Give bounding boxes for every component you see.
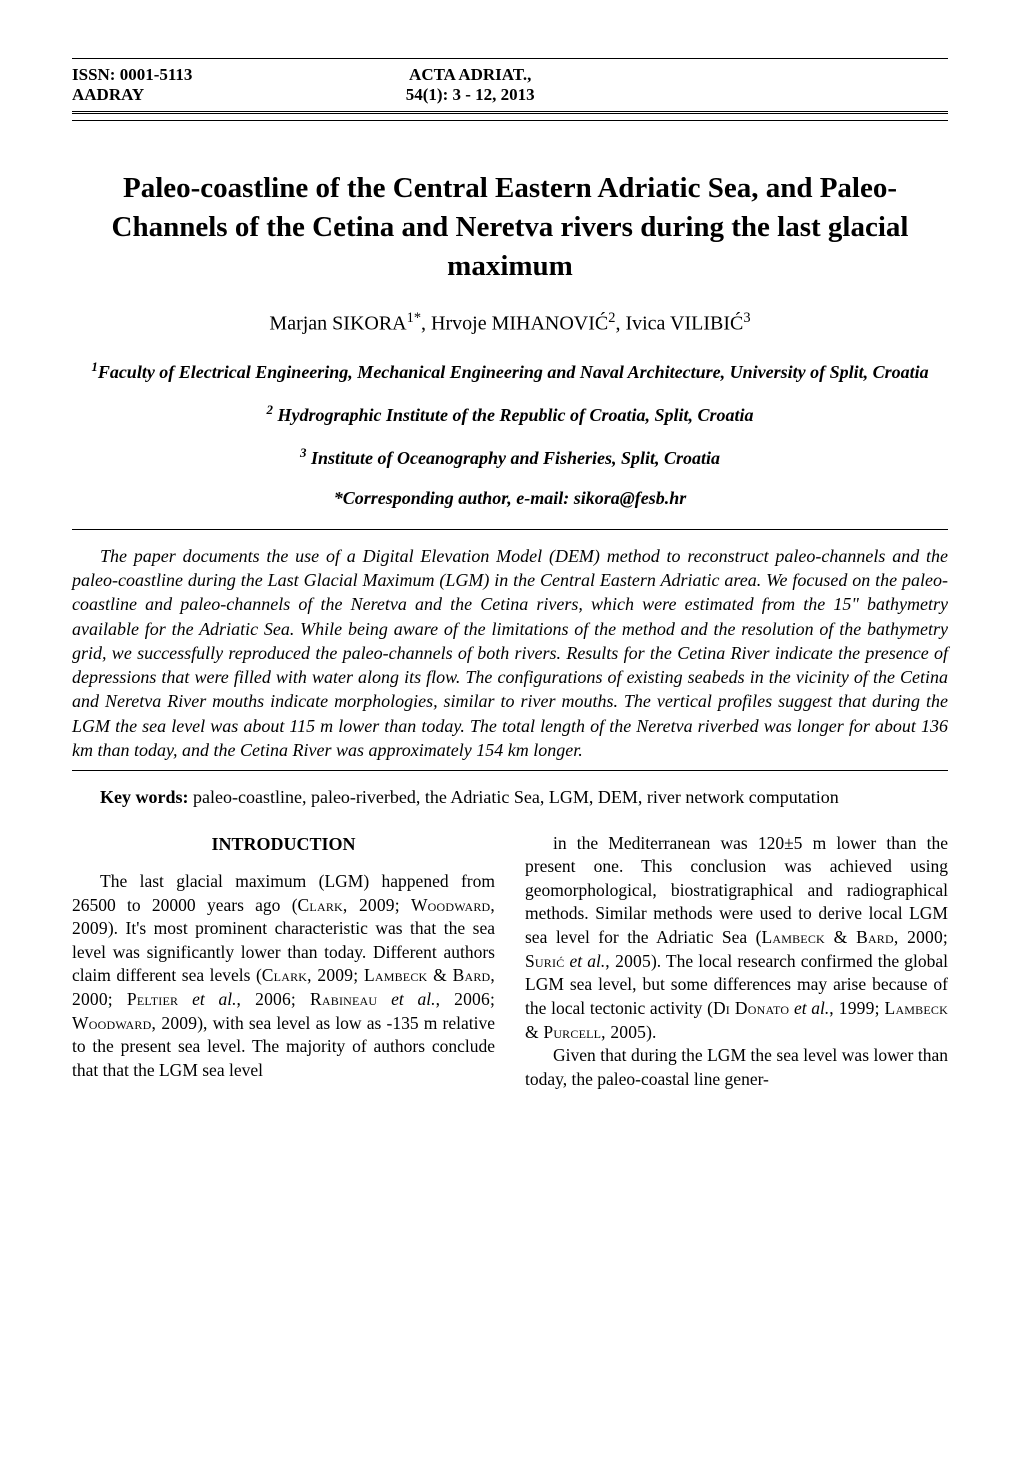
- abstract-bottom-rule: [72, 770, 948, 771]
- issn-label: ISSN: 0001-5113: [72, 65, 192, 85]
- journal-name: ACTA ADRIAT.,: [192, 65, 748, 85]
- header-center: ACTA ADRIAT., 54(1): 3 - 12, 2013: [192, 65, 748, 105]
- body-columns: INTRODUCTION The last glacial maximum (L…: [72, 832, 948, 1092]
- intro-paragraph-2: Given that during the LGM the sea level …: [525, 1044, 948, 1091]
- column-left: INTRODUCTION The last glacial maximum (L…: [72, 832, 495, 1092]
- aadray-label: AADRAY: [72, 85, 192, 105]
- corresponding-author: *Corresponding author, e-mail: sikora@fe…: [72, 488, 948, 509]
- header-left: ISSN: 0001-5113 AADRAY: [72, 65, 192, 105]
- introduction-heading: INTRODUCTION: [72, 832, 495, 856]
- affil-text-3: Institute of Oceanography and Fisheries,…: [306, 448, 720, 468]
- volume-issue: 54(1): 3 - 12, 2013: [192, 85, 748, 105]
- article-title: Paleo-coastline of the Central Eastern A…: [72, 169, 948, 286]
- affil-text-1: Faculty of Electrical Engineering, Mecha…: [98, 362, 929, 382]
- affiliation-3: 3 Institute of Oceanography and Fisherie…: [72, 444, 948, 471]
- keywords-text: paleo-coastline, paleo-riverbed, the Adr…: [189, 787, 839, 807]
- affiliation-2: 2 Hydrographic Institute of the Republic…: [72, 401, 948, 428]
- authors: Marjan SIKORA1*, Hrvoje MIHANOVIĆ2, Ivic…: [72, 310, 948, 336]
- journal-header: ISSN: 0001-5113 AADRAY ACTA ADRIAT., 54(…: [72, 58, 948, 114]
- abstract-text: The paper documents the use of a Digital…: [72, 544, 948, 763]
- intro-paragraph-1-cont: in the Mediterranean was 120±5 m lower t…: [525, 832, 948, 1045]
- abstract-top-rule: [72, 529, 948, 530]
- keywords: Key words: paleo-coastline, paleo-riverb…: [72, 785, 948, 809]
- affiliation-1: 1Faculty of Electrical Engineering, Mech…: [72, 358, 948, 385]
- header-right-spacer: [748, 65, 948, 105]
- affil-text-2: Hydrographic Institute of the Republic o…: [273, 405, 754, 425]
- intro-paragraph-1: The last glacial maximum (LGM) happened …: [72, 870, 495, 1083]
- column-right: in the Mediterranean was 120±5 m lower t…: [525, 832, 948, 1092]
- keywords-label: Key words:: [100, 787, 189, 807]
- header-rule: [72, 120, 948, 121]
